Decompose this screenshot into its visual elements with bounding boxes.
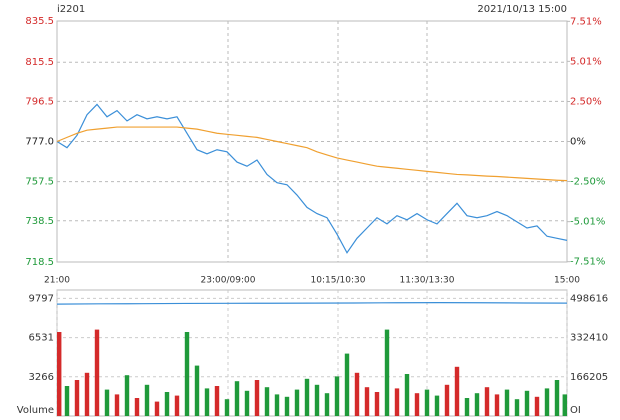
volume-bar	[234, 381, 240, 416]
y-tick-label: 757.5	[25, 177, 54, 188]
volume-bar	[104, 389, 110, 416]
volume-bar	[354, 372, 360, 416]
y2-tick-label: -5.01%	[570, 217, 605, 228]
volume-bar	[204, 388, 210, 416]
y-tick-label: 6531	[29, 333, 54, 344]
volume-bar	[364, 387, 370, 416]
volume-bar	[314, 384, 320, 416]
y-tick-label: 815.5	[25, 57, 54, 68]
price-line	[56, 126, 568, 182]
y2-tick-label: 2.50%	[570, 96, 602, 107]
volume-bar	[544, 388, 550, 416]
volume-bar	[344, 353, 350, 416]
volume-bar	[134, 398, 140, 416]
volume-bar	[114, 394, 120, 416]
volume-bar	[64, 386, 70, 416]
volume-bar	[444, 384, 450, 416]
volume-bar	[304, 378, 310, 416]
y2-axis-label: OI	[570, 405, 581, 416]
y2-tick-label: 166205	[570, 372, 608, 383]
volume-bar	[174, 395, 180, 416]
y2-tick-label: 498616	[570, 293, 608, 304]
volume-bar	[254, 380, 260, 416]
x-tick-label: 21:00	[44, 276, 70, 286]
volume-bar	[514, 399, 520, 416]
y-tick-label: 835.5	[25, 16, 54, 27]
volume-bar	[294, 389, 300, 416]
volume-bar	[124, 375, 130, 416]
volume-bar	[244, 390, 250, 416]
volume-bar	[454, 366, 460, 416]
volume-bar	[554, 380, 560, 416]
oi-line	[56, 302, 568, 305]
volume-bar	[154, 401, 160, 416]
y2-tick-label: 7.51%	[570, 16, 602, 27]
y-tick-label: 9797	[29, 293, 54, 304]
symbol: i2201	[57, 4, 85, 15]
volume-bar	[384, 329, 390, 416]
volume-bar	[374, 392, 380, 416]
volume-bar	[562, 394, 567, 416]
y2-tick-label: 0%	[570, 137, 586, 148]
x-tick-label: 23:00/09:00	[201, 276, 256, 286]
volume-bar	[414, 393, 420, 416]
volume-bar	[394, 388, 400, 416]
y-tick-label: 718.5	[25, 257, 54, 268]
volume-bar	[144, 384, 150, 416]
x-tick-label: 15:00	[554, 276, 580, 286]
volume-bar	[504, 389, 510, 416]
volume-bar	[194, 365, 200, 416]
volume-bar	[494, 394, 500, 416]
volume-bar	[264, 387, 270, 416]
volume-bar	[484, 387, 490, 416]
y2-tick-label: -7.51%	[570, 257, 605, 268]
y2-tick-label: -2.50%	[570, 177, 605, 188]
volume-bar	[214, 386, 220, 416]
volume-bar	[474, 393, 480, 416]
price-line	[56, 103, 568, 254]
y-tick-label: 3266	[29, 372, 54, 383]
volume-bar	[74, 380, 80, 416]
volume-bar	[224, 399, 230, 416]
volume-bar	[434, 395, 440, 416]
y2-tick-label: 5.01%	[570, 56, 602, 67]
volume-bar	[424, 389, 430, 416]
volume-bar	[164, 392, 170, 416]
y-axis-label: Volume	[17, 405, 54, 416]
volume-bar	[334, 376, 340, 416]
volume-bar	[324, 393, 330, 416]
volume-bar	[534, 396, 540, 416]
volume-bar	[404, 374, 410, 416]
volume-bar	[94, 329, 100, 416]
volume-bar	[57, 332, 62, 416]
y-tick-label: 738.5	[25, 216, 54, 227]
x-tick-label: 11:30/13:30	[400, 276, 455, 286]
volume-bar	[284, 396, 290, 416]
x-tick-label: 10:15/10:30	[311, 276, 366, 286]
y-tick-label: 777.0	[25, 137, 54, 148]
volume-bar	[464, 398, 470, 416]
volume-frame	[56, 289, 568, 417]
datetime: 2021/10/13 15:00	[477, 4, 567, 15]
volume-bar	[184, 332, 190, 416]
volume-bar	[524, 390, 530, 416]
y-tick-label: 796.5	[25, 96, 54, 107]
y2-tick-label: 332410	[570, 333, 608, 344]
volume-bar	[84, 372, 90, 416]
volume-bar	[274, 394, 280, 416]
